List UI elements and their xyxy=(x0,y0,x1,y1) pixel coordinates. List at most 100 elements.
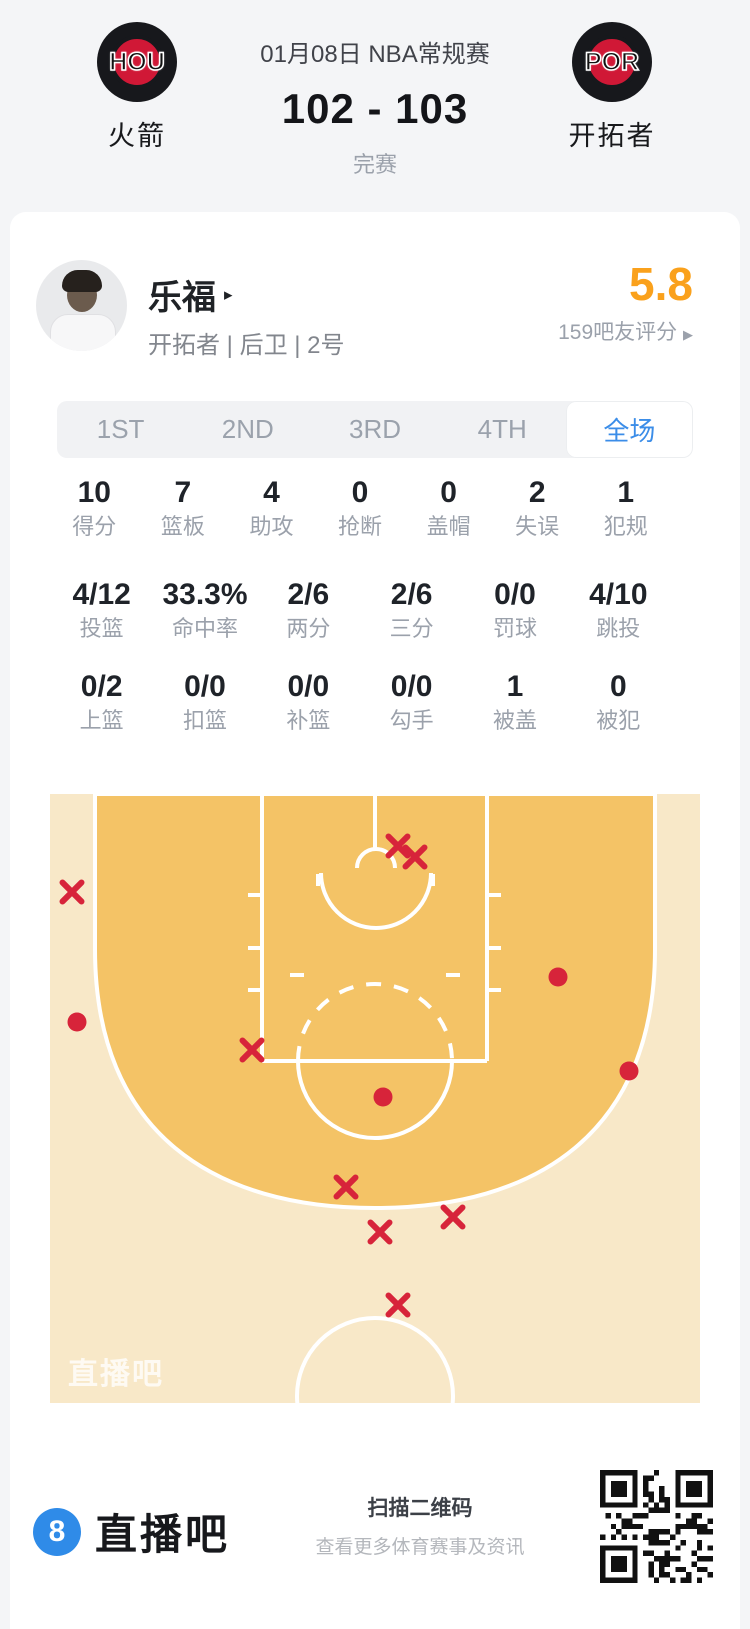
match-date: 01月08日 NBA常规赛 xyxy=(260,41,490,68)
shot-miss-x xyxy=(239,1037,265,1063)
player-caret-icon: ▸ xyxy=(224,284,233,304)
stat-value: 4/12 xyxy=(72,578,131,611)
match-status: 完赛 xyxy=(352,152,397,177)
stat-value: 0 xyxy=(351,476,369,509)
qr-title: 扫描二维码 xyxy=(367,1497,473,1520)
match-score: 102 - 103 xyxy=(281,85,469,132)
logo-ring xyxy=(110,35,164,89)
shot-miss-x xyxy=(333,1174,359,1200)
home-team-logo-icon: HOU xyxy=(97,22,177,102)
home-team: HOU 火箭 xyxy=(37,22,237,153)
tab-2ND[interactable]: 2ND xyxy=(221,414,274,444)
stat-value: 2 xyxy=(528,476,546,509)
stat-label: 犯规 xyxy=(603,514,648,539)
stat-label: 助攻 xyxy=(249,514,294,539)
shot-make-dot xyxy=(373,1087,393,1107)
stat-value: 0 xyxy=(440,476,457,509)
stat-value: 4/10 xyxy=(589,578,648,611)
tab-全场[interactable]: 全场 xyxy=(565,401,693,458)
stat-value: 2/6 xyxy=(390,578,433,611)
quarter-tabbar: 1ST 2ND 3RD 4TH 全场 xyxy=(57,401,693,458)
shot-miss-x xyxy=(59,879,85,905)
stat-label: 扣篮 xyxy=(182,708,227,733)
stat-value: 4 xyxy=(263,476,280,509)
avatar-jersey xyxy=(50,314,116,351)
tab-1ST[interactable]: 1ST xyxy=(96,414,145,444)
tab-3RD[interactable]: 3RD xyxy=(349,414,402,444)
away-team-name: 开拓者 xyxy=(568,121,656,151)
app-footer: 8 直播吧 扫描二维码 查看更多体育赛事及资讯 xyxy=(10,1430,740,1629)
stat-value: 0 xyxy=(609,670,627,703)
player-name-row[interactable]: 乐福 ▸ xyxy=(148,270,233,319)
score-block: 01月08日 NBA常规赛 102 - 103 完赛 xyxy=(175,0,575,179)
stat-cell: 7 篮板 xyxy=(139,476,228,540)
stat-label: 两分 xyxy=(286,616,331,641)
free-throw-circle-bottom xyxy=(296,1060,454,1140)
lane-hash-marks xyxy=(248,874,501,992)
stat-value: 0/0 xyxy=(287,670,330,703)
stat-cell: 0 盖帽 xyxy=(404,476,493,540)
away-team: POR 开拓者 xyxy=(512,22,712,153)
stat-label: 抢断 xyxy=(338,514,383,539)
player-meta: 开拓者 | 后卫 | 2号 xyxy=(148,332,345,359)
shot-make-dot xyxy=(548,967,568,987)
stat-label: 上篮 xyxy=(79,708,124,733)
stat-cell: 4/10 跳投 xyxy=(567,578,670,642)
shot-marks-layer xyxy=(59,833,639,1318)
away-team-abbr: POR xyxy=(584,47,640,77)
stat-cell: 33.3% 命中率 xyxy=(153,578,256,642)
stat-cell: 2/6 两分 xyxy=(257,578,360,642)
rating-caret-icon: ▶ xyxy=(683,327,693,342)
stat-cell: 0/0 罚球 xyxy=(463,578,566,642)
restricted-area-arc xyxy=(319,872,433,930)
shot-miss-x xyxy=(402,844,428,870)
qr-subtitle: 查看更多体育赛事及资讯 xyxy=(315,1537,525,1558)
stat-label: 盖帽 xyxy=(426,514,471,539)
avatar-hair xyxy=(62,270,102,292)
stat-label: 篮板 xyxy=(160,514,205,539)
rating-box[interactable]: 5.8 159吧友评分 ▶ xyxy=(558,260,693,346)
court-watermark: 直播吧 xyxy=(68,1358,164,1391)
stat-label: 被犯 xyxy=(596,708,641,733)
home-team-name: 火箭 xyxy=(108,121,166,151)
center-circle xyxy=(295,1316,455,1403)
stat-label: 失误 xyxy=(515,514,560,539)
stat-value: 1 xyxy=(617,476,635,509)
stat-value: 0/0 xyxy=(184,670,226,703)
stats-row-shooting: 4/12 投篮 33.3% 命中率 2/6 两分 2/6 三分 0/0 罚球 4/10 跳投 xyxy=(50,578,670,642)
shot-miss-x xyxy=(367,1219,393,1245)
stat-cell: 2/6 三分 xyxy=(360,578,463,642)
stat-cell: 1 犯规 xyxy=(581,476,670,540)
qr-code xyxy=(600,1470,713,1583)
stat-label: 被盖 xyxy=(492,708,537,733)
match-header: HOU 火箭 01月08日 NBA常规赛 102 - 103 完赛 POR 开拓… xyxy=(0,0,750,212)
tab-4TH[interactable]: 4TH xyxy=(477,414,527,444)
brand-block: 8 直播吧 xyxy=(33,1501,230,1562)
shot-miss-x xyxy=(385,833,411,859)
stat-value: 0/2 xyxy=(80,670,123,703)
rim-arc xyxy=(355,847,397,869)
stat-cell: 10 得分 xyxy=(50,476,139,540)
stat-cell: 1 被盖 xyxy=(463,670,566,734)
shot-chart-court: 直播吧 xyxy=(50,794,700,1403)
stat-value: 33.3% xyxy=(162,578,248,611)
rating-value: 5.8 xyxy=(629,258,693,310)
away-team-logo-icon: POR xyxy=(572,22,652,102)
stat-label: 命中率 xyxy=(171,616,238,641)
zhibo8-logo-icon: 8 xyxy=(33,1507,81,1556)
home-team-abbr: HOU xyxy=(108,47,165,77)
stats-row-shot-types: 0/2 上篮 0/0 扣篮 0/0 补篮 0/0 勾手 1 被盖 0 被犯 xyxy=(50,670,670,734)
stat-cell: 0/0 扣篮 xyxy=(153,670,256,734)
stat-value: 10 xyxy=(77,476,111,509)
stat-value: 0/0 xyxy=(390,670,433,703)
shot-make-dot xyxy=(67,1012,87,1032)
shot-miss-x xyxy=(440,1204,466,1230)
brand-name: 直播吧 xyxy=(95,1511,231,1558)
stat-cell: 0/0 勾手 xyxy=(360,670,463,734)
stat-cell: 2 失误 xyxy=(493,476,582,540)
player-avatar[interactable] xyxy=(36,260,127,351)
stat-label: 勾手 xyxy=(389,708,434,733)
stat-value: 7 xyxy=(174,476,192,509)
stat-cell: 0 被犯 xyxy=(567,670,670,734)
stat-cell: 0/0 补篮 xyxy=(257,670,360,734)
